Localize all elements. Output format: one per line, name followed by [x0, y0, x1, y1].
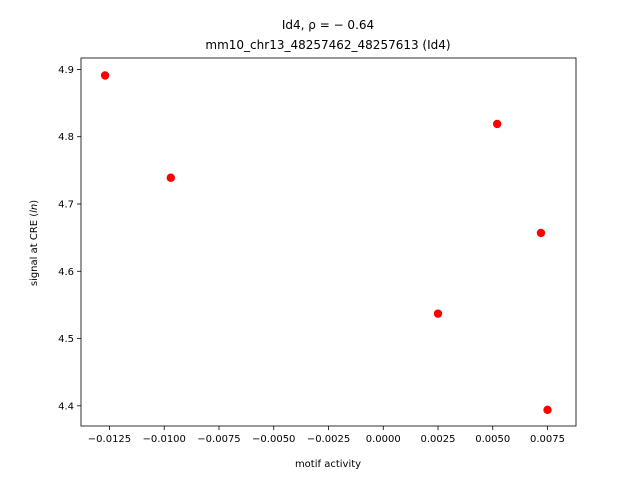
data-point [536, 228, 546, 238]
x-tick-label: 0.0025 [421, 434, 456, 445]
y-tick-label: 4.9 [58, 65, 74, 76]
x-tick-label: −0.0050 [252, 434, 295, 445]
y-axis-label-italic: ln [29, 204, 40, 213]
plot-frame [80, 57, 577, 427]
y-tick-label: 4.5 [58, 334, 74, 345]
y-tick-label: 4.7 [58, 199, 74, 210]
data-point [492, 119, 502, 129]
x-tick-label: −0.0075 [197, 434, 240, 445]
chart-title-line1: Id4, ρ = − 0.64 [282, 18, 374, 32]
data-point [433, 309, 443, 318]
y-axis-label: signal at CRE (ln) [29, 200, 40, 286]
plot-area: −0.0125 −0.0100 −0.0075 −0.0050 −0.0025 0.000… [58, 57, 577, 445]
y-tick-label: 4.4 [58, 401, 74, 412]
data-point [100, 71, 110, 80]
chart-title-line2: mm10_chr13_48257462_48257613 (Id4) [205, 38, 450, 52]
y-tick-label: 4.8 [58, 132, 74, 143]
data-point [166, 173, 176, 182]
data-point [543, 405, 552, 415]
x-tick-label: −0.0100 [143, 434, 186, 445]
x-tick-label: 0.0050 [475, 434, 510, 445]
y-axis-label-prefix: signal at CRE ( [29, 213, 40, 286]
x-tick-label: 0.0000 [366, 434, 401, 445]
y-tick-label: 4.6 [58, 267, 74, 278]
x-tick-label: 0.0075 [530, 434, 565, 445]
x-tick-label: −0.0025 [307, 434, 350, 445]
x-tick-label: −0.0125 [88, 434, 131, 445]
x-axis-label: motif activity [295, 459, 361, 470]
y-axis-label-suffix: ) [29, 200, 40, 204]
